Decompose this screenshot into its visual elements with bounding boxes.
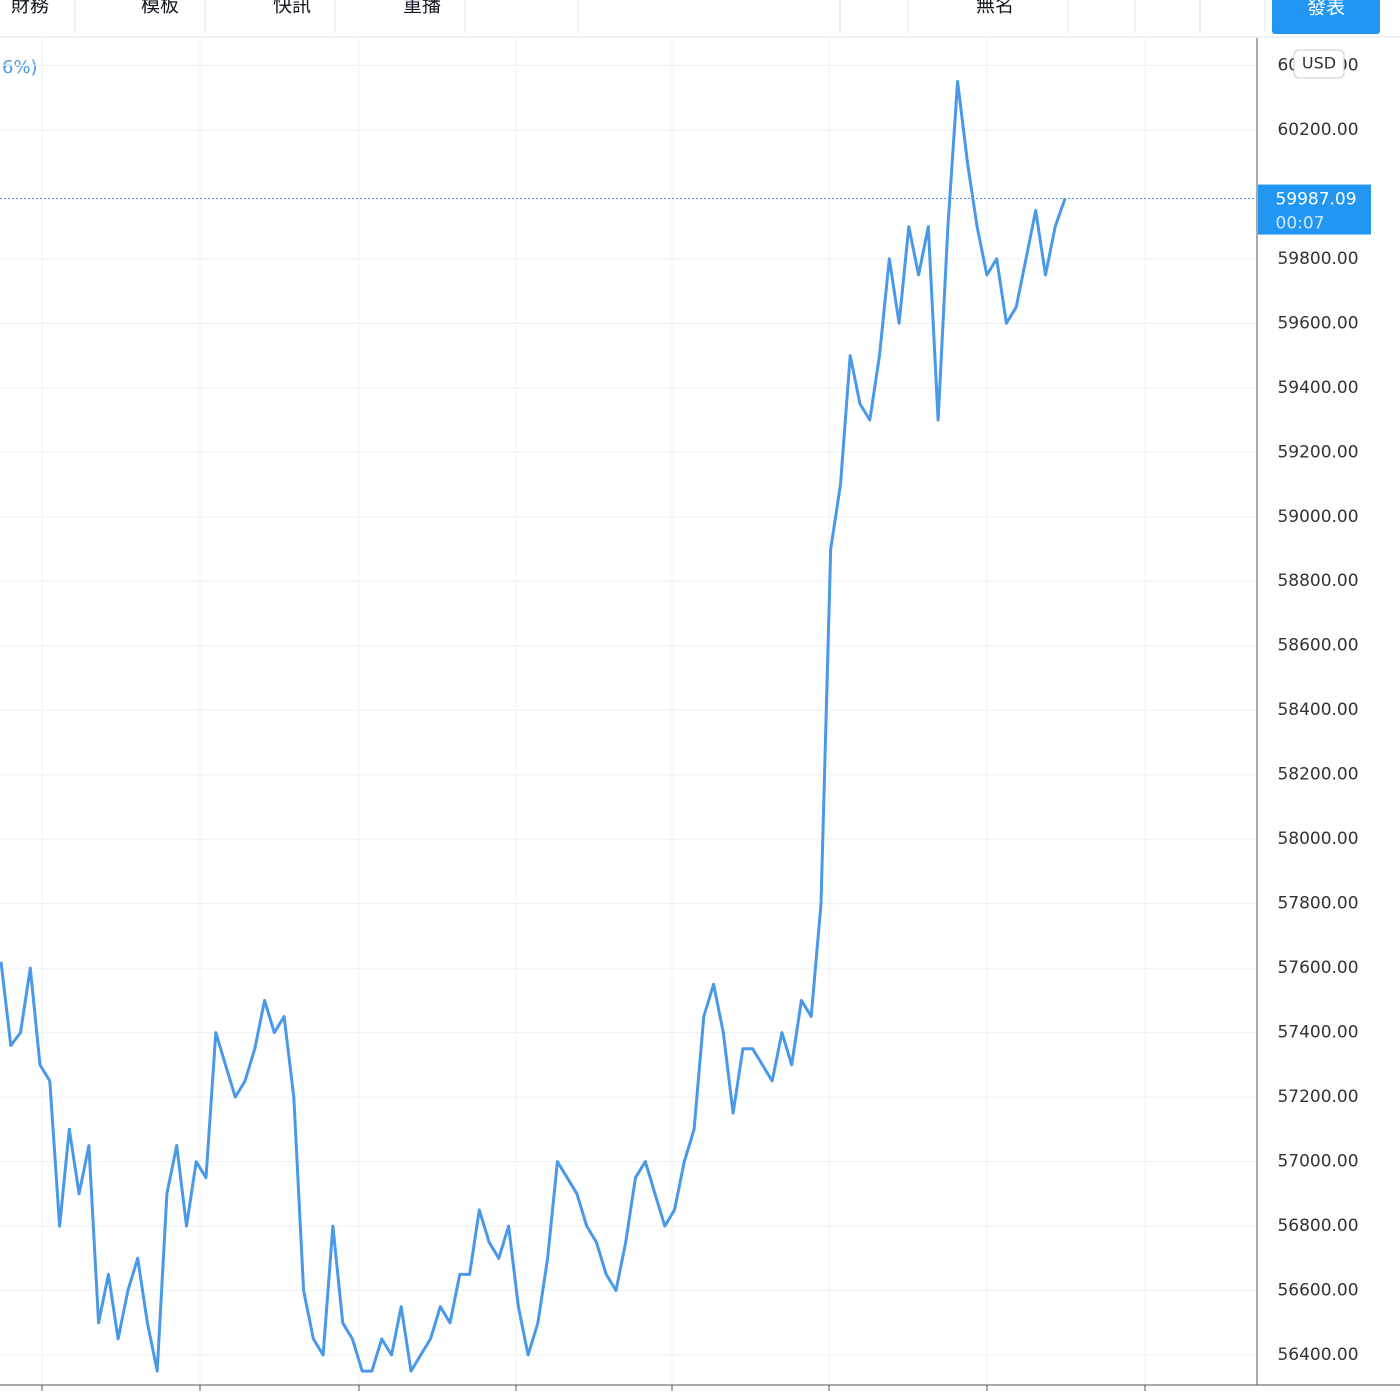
y-tick-label: 57200.00 [1277,1087,1358,1107]
publish-label[interactable]: 發表 [1307,0,1345,19]
y-tick-label: 58000.00 [1277,829,1358,849]
toolbar [0,0,1400,37]
y-tick-label: 60200.00 [1277,120,1358,140]
y-tick-label: 57800.00 [1277,894,1358,914]
y-tick-label: 59200.00 [1277,442,1358,462]
toolbar-item[interactable]: 無名 [976,0,1014,17]
y-tick-label: 58200.00 [1277,765,1358,785]
y-tick-label: 56400.00 [1277,1345,1358,1365]
y-tick-label: 59400.00 [1277,378,1358,398]
y-tick-label: 58400.00 [1277,700,1358,720]
last-price-box [1258,184,1371,235]
publish-button[interactable] [1272,0,1380,34]
currency-label[interactable]: USD [1302,54,1336,73]
change-text: 6%) [2,57,38,78]
countdown: 00:07 [1276,214,1325,234]
y-tick-label: 56800.00 [1277,1216,1358,1236]
toolbar-item[interactable]: 財務 [11,0,49,17]
y-tick-label: 59000.00 [1277,507,1358,527]
toolbar-item[interactable]: 模板 [141,0,179,17]
toolbar-item[interactable]: 重播 [403,0,441,17]
price-line [0,80,1067,1373]
y-tick-label: 59800.00 [1277,249,1358,269]
last-price-label: 59987.09 [1275,190,1356,210]
y-tick-label: 57000.00 [1277,1152,1358,1172]
y-tick-label: 57600.00 [1277,958,1358,978]
y-tick-label: 58800.00 [1277,571,1358,591]
y-tick-label: 57400.00 [1277,1023,1358,1043]
y-tick-label: 56600.00 [1277,1281,1358,1301]
y-tick-label: 58600.00 [1277,636,1358,656]
toolbar-item[interactable]: 快訊 [273,0,311,17]
y-tick-label: 59600.00 [1277,313,1358,333]
currency-badge[interactable] [1293,49,1345,79]
